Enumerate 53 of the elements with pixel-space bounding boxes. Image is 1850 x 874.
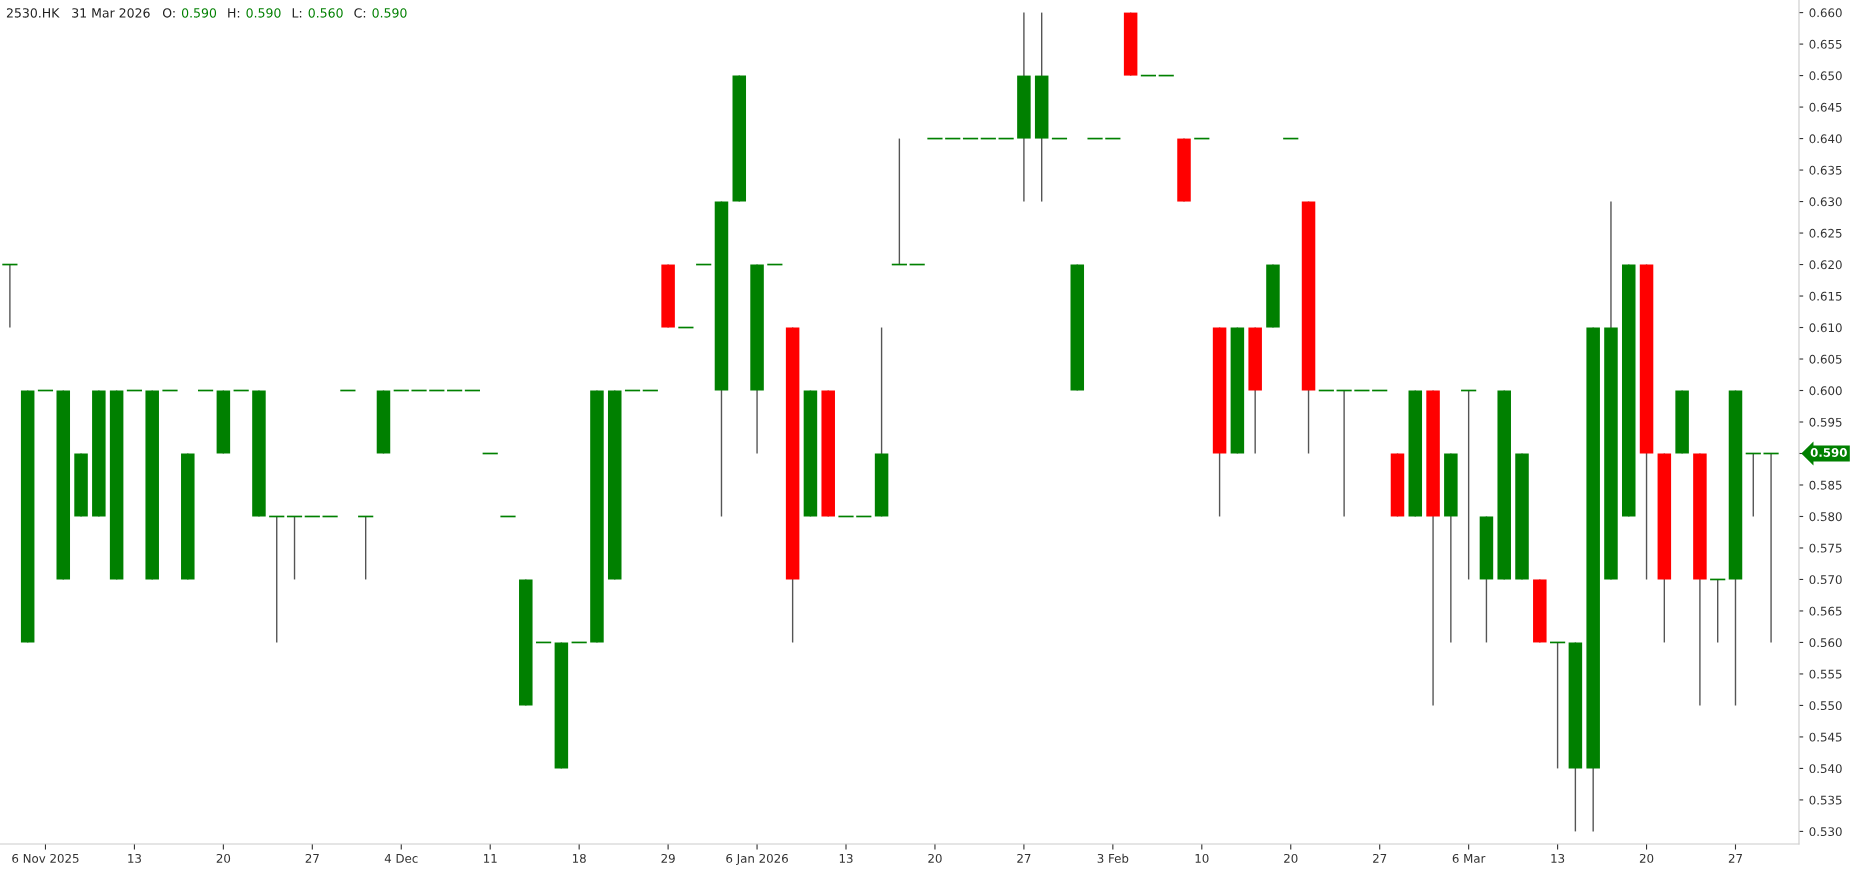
y-tick-label: 0.580 [1809, 512, 1842, 522]
y-tick-label: 0.555 [1809, 669, 1842, 679]
x-tick-label: 13 [1551, 853, 1565, 863]
y-tick-label: 0.600 [1809, 386, 1842, 396]
text: 0.590 [1810, 447, 1847, 457]
annotation: C: 0.590 [354, 8, 407, 18]
x-tick-label: 6 Jan 2026 [726, 853, 788, 866]
x-tick-label: 27 [305, 853, 319, 863]
x-tick-label: 27 [1373, 853, 1387, 863]
y-tick-label: 0.645 [1809, 102, 1842, 112]
y-tick-label: 0.565 [1809, 606, 1842, 616]
x-tick-label: 3 Feb [1097, 853, 1129, 863]
x-tick-label: 6 Nov 2025 [12, 853, 79, 863]
y-tick-label: 0.640 [1809, 134, 1842, 144]
y-tick-label: 0.635 [1809, 165, 1842, 175]
annotation: H: 0.590 [228, 8, 281, 18]
y-tick-label: 0.610 [1809, 323, 1842, 333]
x-tick-label: 11 [484, 854, 497, 863]
x-tick-label: 13 [128, 853, 141, 863]
text: 31 Mar 2026 [72, 8, 150, 18]
y-tick-label: 0.630 [1809, 197, 1842, 207]
x-tick-label: 27 [1728, 853, 1742, 863]
x-tick-label: 20 [1639, 853, 1654, 863]
annotation: L: 0.560 [292, 8, 343, 18]
text: 2530.HK [6, 8, 60, 18]
y-tick-label: 0.595 [1809, 417, 1842, 427]
y-tick-label: 0.615 [1809, 291, 1842, 301]
y-tick-label: 0.650 [1809, 71, 1842, 81]
x-tick-label: 4 Dec [384, 854, 418, 863]
y-tick-label: 0.625 [1809, 228, 1842, 238]
y-tick-label: 0.655 [1809, 39, 1842, 49]
x-tick-label: 13 [839, 853, 853, 863]
x-tick-label: 10 [1195, 853, 1209, 863]
y-tick-label: 0.540 [1809, 764, 1842, 774]
x-tick-label: 27 [1017, 853, 1031, 863]
x-tick-label: 20 [1284, 853, 1298, 863]
x-tick-label: 6 Mar [1452, 853, 1486, 863]
y-tick-label: 0.550 [1809, 701, 1842, 711]
y-tick-label: 0.575 [1809, 543, 1842, 553]
y-tick-label: 0.620 [1809, 260, 1842, 270]
y-tick-label: 0.530 [1809, 827, 1842, 837]
y-tick-label: 0.660 [1809, 8, 1842, 18]
y-tick-label: 0.560 [1809, 638, 1842, 648]
y-tick-label: 0.535 [1809, 795, 1842, 805]
annotation: O: 0.590 [162, 8, 217, 18]
y-tick-label: 0.585 [1809, 480, 1842, 490]
y-tick-label: 0.570 [1809, 575, 1842, 585]
x-tick-label: 29 [661, 853, 675, 863]
x-tick-label: 20 [928, 853, 942, 863]
x-tick-label: 18 [572, 853, 586, 863]
y-tick-label: 0.545 [1809, 732, 1842, 742]
y-tick-label: 0.605 [1809, 354, 1842, 364]
x-tick-label: 20 [216, 853, 231, 863]
